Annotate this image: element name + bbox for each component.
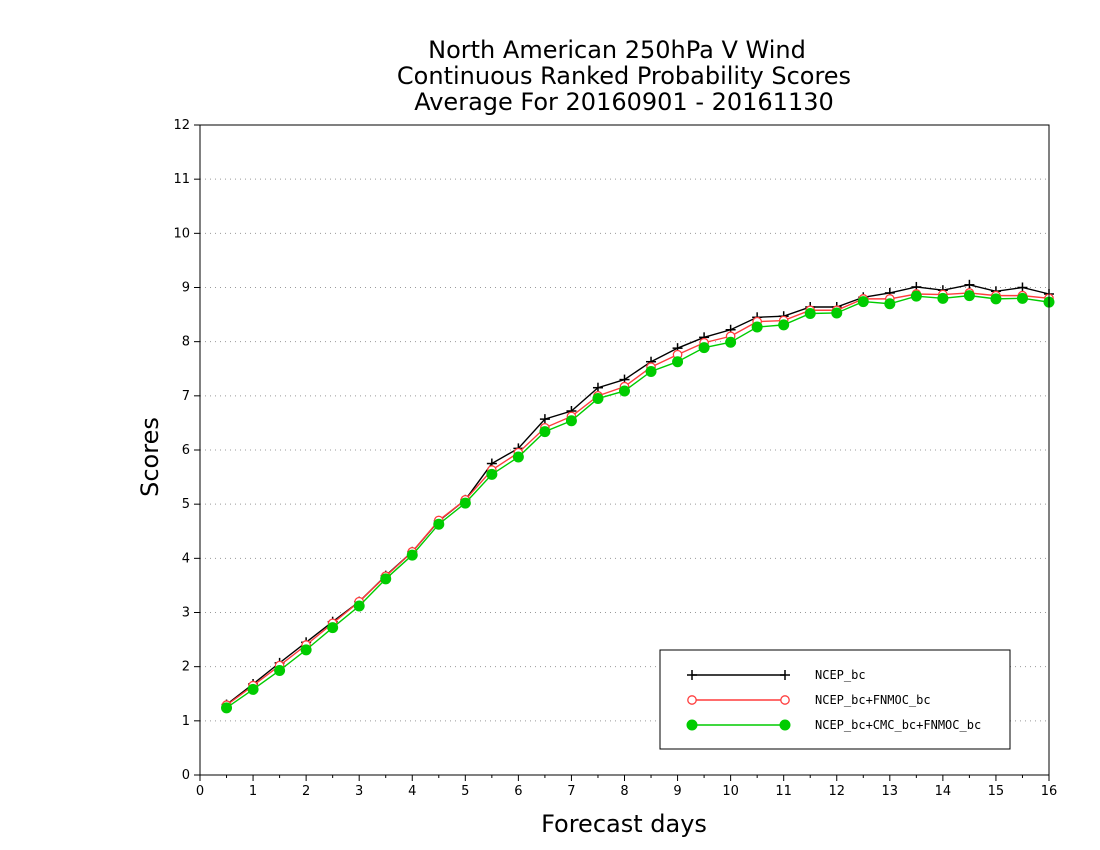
legend-marker — [686, 719, 698, 731]
legend-marker — [780, 670, 790, 680]
x-axis-label: Forecast days — [541, 810, 707, 838]
y-tick-label: 5 — [182, 497, 190, 512]
data-point — [778, 319, 790, 331]
legend: NCEP_bc NCEP_bc+FNMOC_bc NCEP_bc+CMC_bc+FN… — [659, 649, 1011, 750]
data-point — [884, 298, 896, 310]
data-point — [645, 365, 657, 377]
x-tick-label: 5 — [461, 784, 469, 799]
y-tick-label: 7 — [182, 389, 190, 404]
legend-marker — [779, 719, 791, 731]
x-tick-label: 10 — [722, 784, 739, 799]
data-point — [698, 342, 710, 354]
data-point — [486, 468, 498, 480]
data-point — [990, 293, 1002, 305]
data-point — [539, 414, 550, 425]
y-tick-label: 2 — [182, 660, 190, 675]
x-tick-label: 14 — [935, 784, 952, 799]
x-tick-label: 0 — [196, 784, 204, 799]
x-tick-label: 6 — [514, 784, 522, 799]
legend-entry-3: NCEP_bc+CMC_bc+FNMOC_bc — [686, 718, 981, 732]
data-point — [353, 600, 365, 612]
data-point — [274, 664, 286, 676]
data-point — [406, 549, 418, 561]
title-line-1: North American 250hPa V Wind — [428, 36, 806, 64]
x-tick-label: 9 — [673, 784, 681, 799]
series-2 — [221, 288, 1054, 710]
y-tick-label: 4 — [182, 551, 190, 566]
data-point — [247, 683, 259, 695]
data-point — [725, 336, 737, 348]
y-tick-label: 11 — [173, 172, 190, 187]
title-line-2: Continuous Ranked Probability Scores — [397, 62, 851, 90]
data-point — [327, 622, 339, 634]
y-tick-label: 1 — [182, 714, 190, 729]
data-point — [831, 307, 843, 319]
y-tick-label: 8 — [182, 335, 190, 350]
legend-marker — [687, 670, 697, 680]
data-point — [433, 518, 445, 530]
y-tick-label: 9 — [182, 281, 190, 296]
legend-label: NCEP_bc — [815, 668, 866, 682]
data-point — [221, 702, 233, 714]
data-point — [1016, 292, 1028, 304]
data-point — [804, 308, 816, 319]
x-tick-label: 12 — [828, 784, 845, 799]
x-tick-label: 4 — [408, 784, 416, 799]
data-point — [619, 385, 630, 397]
legend-marker — [780, 695, 790, 705]
data-point — [380, 573, 392, 585]
data-point — [592, 393, 604, 405]
x-tick-label: 1 — [249, 784, 257, 799]
y-tick-label: 3 — [182, 606, 190, 621]
data-point — [751, 321, 763, 333]
grid — [200, 178, 1049, 722]
y-tick-label: 0 — [182, 768, 190, 783]
x-tick-label: 15 — [988, 784, 1005, 799]
legend-marker — [687, 695, 697, 705]
x-tick-label: 3 — [355, 784, 363, 799]
series-3 — [221, 290, 1055, 714]
y-tick-label: 6 — [182, 443, 190, 458]
data-point — [539, 426, 551, 438]
data-point — [565, 415, 577, 427]
data-point — [963, 290, 975, 302]
series-group — [221, 279, 1055, 714]
x-tick-label: 2 — [302, 784, 310, 799]
data-point — [672, 356, 684, 368]
x-tick-label: 11 — [775, 784, 792, 799]
legend-entry-1: NCEP_bc — [687, 668, 866, 682]
data-point — [300, 644, 312, 656]
chart-title: North American 250hPa V Wind Continuous … — [397, 36, 851, 116]
series-1 — [221, 279, 1054, 710]
y-tick-label: 12 — [173, 118, 190, 133]
data-point — [512, 451, 524, 463]
title-line-3: Average For 20160901 - 20161130 — [414, 88, 834, 116]
series-line — [226, 292, 1050, 706]
series-line — [226, 284, 1050, 706]
legend-label: NCEP_bc+CMC_bc+FNMOC_bc — [815, 718, 981, 732]
x-tick-label: 7 — [567, 784, 575, 799]
x-tick-label: 13 — [882, 784, 899, 799]
series-line — [226, 294, 1050, 709]
legend-label: NCEP_bc+FNMOC_bc — [815, 693, 931, 707]
data-point — [910, 290, 922, 302]
data-point — [937, 292, 949, 304]
x-tick-label: 16 — [1041, 784, 1058, 799]
y-tick-label: 10 — [173, 226, 190, 241]
x-tick-label: 8 — [620, 784, 628, 799]
legend-entry-2: NCEP_bc+FNMOC_bc — [687, 693, 931, 707]
data-point — [857, 296, 869, 308]
data-point — [459, 497, 471, 509]
y-axis-label: Scores — [136, 417, 164, 497]
